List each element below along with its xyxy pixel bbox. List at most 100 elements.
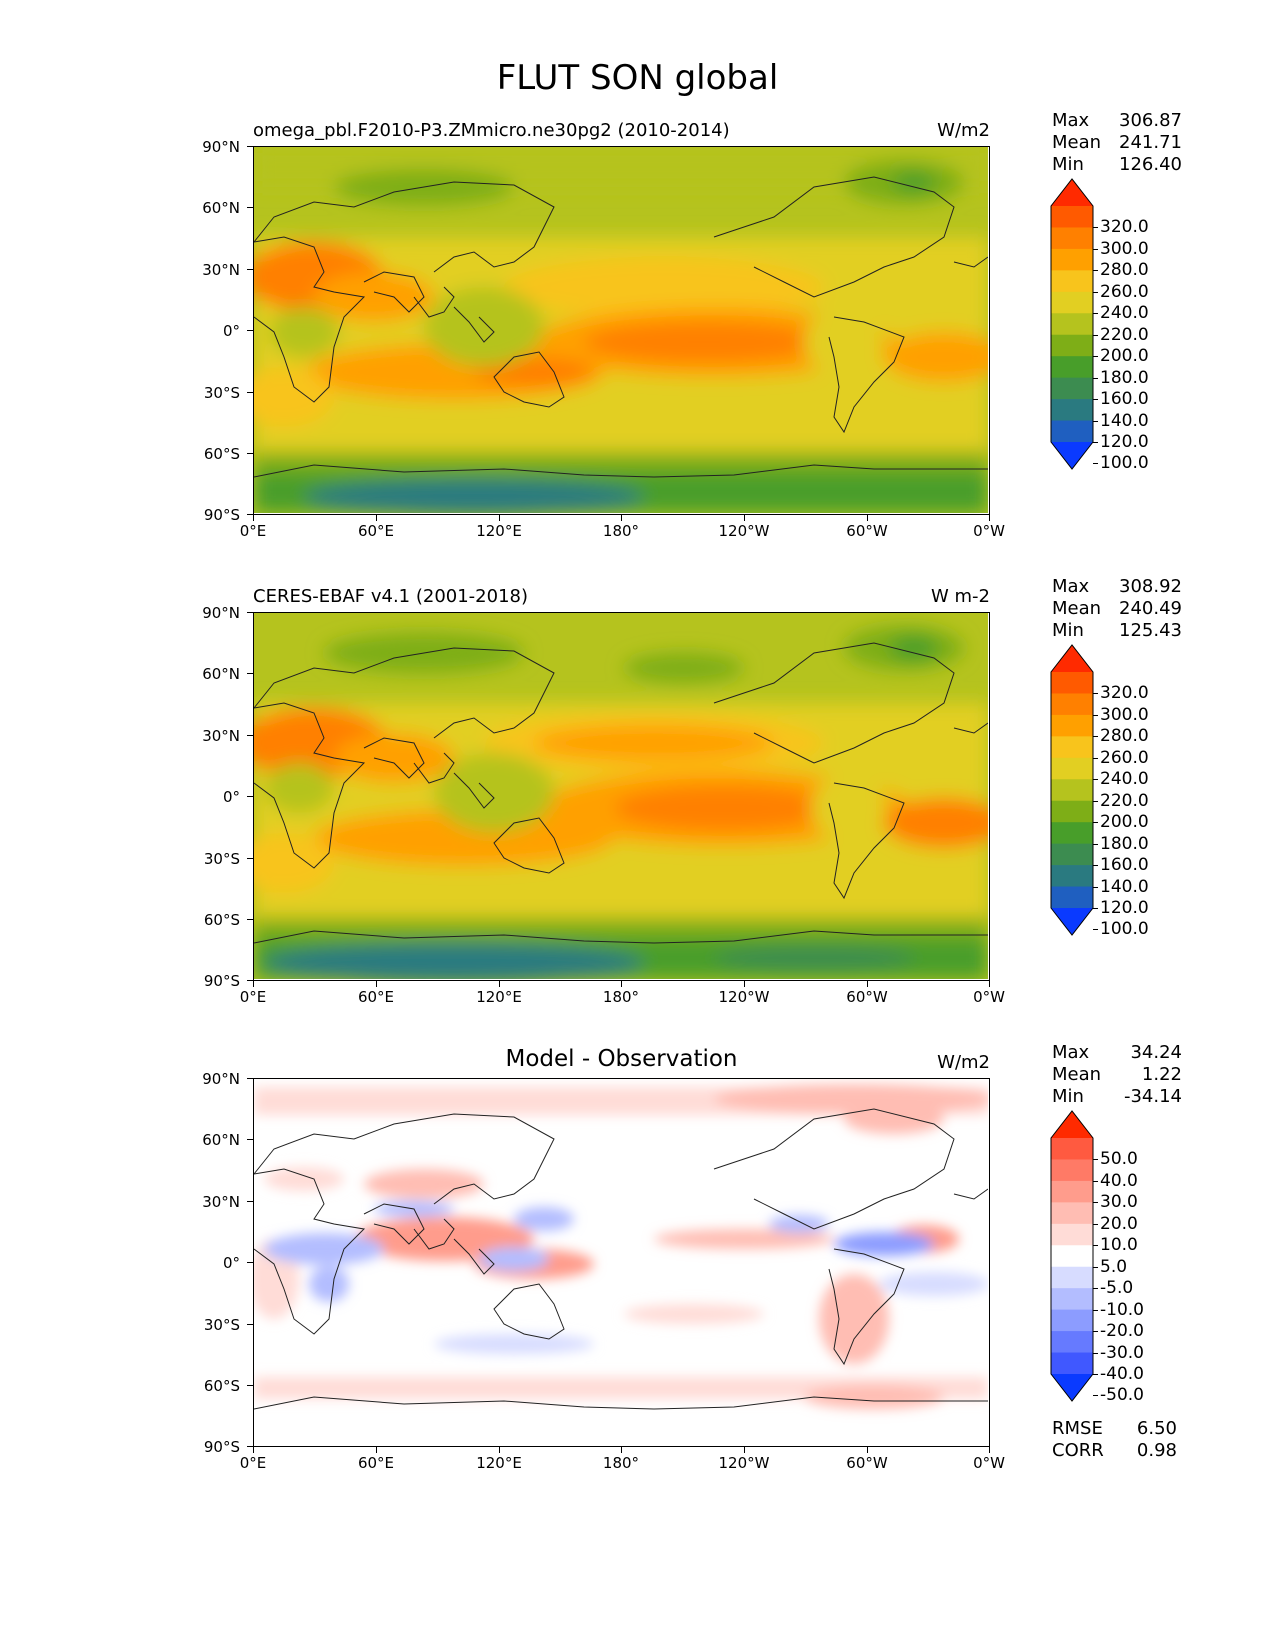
colorbar-tick <box>1093 313 1098 315</box>
xtick <box>867 515 868 521</box>
colorbar-bin <box>1051 1159 1093 1182</box>
colorbar-tick-label: 260.0 <box>1100 281 1149 302</box>
colorbar-bin <box>1051 800 1093 823</box>
colorbar-tick-label: 240.0 <box>1100 303 1149 324</box>
xtick <box>376 981 377 987</box>
colorbar-bin <box>1051 1202 1093 1225</box>
stat-label: Max <box>1052 576 1090 597</box>
colorbar-bin <box>1051 1223 1093 1246</box>
colorbar-tick <box>1093 1309 1098 1311</box>
panel-left-title: CERES-EBAF v4.1 (2001-2018) <box>253 586 529 607</box>
colorbar-bin <box>1051 420 1093 443</box>
lat-label: 90°S <box>203 506 240 524</box>
xtick <box>867 1447 868 1453</box>
colorbar-tick-label: 140.0 <box>1100 876 1149 897</box>
xtick <box>253 981 254 987</box>
colorbar-tick <box>1093 356 1098 358</box>
ytick <box>247 514 253 515</box>
ytick <box>247 1324 253 1325</box>
colorbar-tick <box>1093 377 1098 379</box>
colorbar-bin <box>1051 672 1093 694</box>
stat-label: Mean <box>1052 132 1102 153</box>
colorbar-tick-label: 140.0 <box>1100 410 1149 431</box>
colorbar-tick-label: 5.0 <box>1100 1256 1128 1277</box>
colorbar-bin <box>1051 1138 1093 1160</box>
lon-label: 180° <box>602 522 640 540</box>
colorbar-tick <box>1093 442 1098 443</box>
colorbar-tick <box>1093 291 1098 293</box>
map-plot <box>253 612 990 981</box>
stat-min: -34.14 <box>1123 1086 1182 1107</box>
colorbar-top-extension <box>1051 645 1093 672</box>
coastlines <box>254 176 989 478</box>
stat-label: Max <box>1052 1042 1090 1063</box>
lon-label: 0°E <box>239 522 267 540</box>
lon-label: 60°W <box>846 1454 888 1472</box>
colorbar-tick <box>1093 1288 1098 1290</box>
colorbar-tick <box>1093 800 1098 802</box>
colorbar-tick-label: -20.0 <box>1100 1321 1144 1342</box>
colorbar-tick-label: 280.0 <box>1100 260 1149 281</box>
colorbar-bin <box>1051 779 1093 802</box>
colorbar-bin <box>1051 313 1093 336</box>
colorbar-tick <box>1093 1266 1098 1268</box>
lon-label: 120°E <box>476 988 522 1006</box>
lon-label: 60°E <box>357 1454 395 1472</box>
lat-label: 0° <box>222 788 240 806</box>
panel-units: W/m2 <box>937 1052 990 1073</box>
lon-label: 60°E <box>357 988 395 1006</box>
colorbar-tick-label: 300.0 <box>1100 238 1149 259</box>
colorbar-tick-label: -30.0 <box>1100 1342 1144 1363</box>
colorbar-tick <box>1093 822 1098 824</box>
ytick <box>247 207 253 208</box>
colorbar-tick-label: 320.0 <box>1100 217 1149 238</box>
stat-label: Min <box>1052 154 1084 175</box>
colorbar-top-extension <box>1051 1111 1093 1138</box>
colorbar-tick-label: 40.0 <box>1100 1170 1138 1191</box>
xtick <box>253 515 254 521</box>
colorbar-bin <box>1051 399 1093 422</box>
stat-min: 125.43 <box>1119 620 1182 641</box>
lon-label: 120°E <box>476 522 522 540</box>
colorbar-bin <box>1051 377 1093 400</box>
colorbar-tick-label: 300.0 <box>1100 704 1149 725</box>
colorbar-tick <box>1093 227 1098 229</box>
xtick <box>499 981 500 987</box>
panel-observation: CERES-EBAF v4.1 (2001-2018) W m-2 <box>0 576 1275 1034</box>
xtick <box>989 515 990 521</box>
ytick <box>247 612 253 613</box>
corr-label: CORR <box>1052 1440 1104 1461</box>
colorbar-bin <box>1051 248 1093 271</box>
colorbar-bin <box>1051 886 1093 909</box>
xtick <box>499 1447 500 1453</box>
lon-label: 120°E <box>476 1454 522 1472</box>
colorbar-bin <box>1051 1331 1093 1354</box>
colorbar-tick <box>1093 399 1098 401</box>
colorbar-tick <box>1093 886 1098 888</box>
stat-max: 306.87 <box>1119 110 1182 131</box>
lon-label: 180° <box>602 1454 640 1472</box>
colorbar-tick <box>1093 1395 1098 1397</box>
colorbar-bin <box>1051 291 1093 314</box>
colorbar-tick-label: 50.0 <box>1100 1149 1138 1170</box>
colorbar-tick-label: 160.0 <box>1100 855 1149 876</box>
colorbar-tick-label: 200.0 <box>1100 346 1149 367</box>
panel-left-title: omega_pbl.F2010-P3.ZMmicro.ne30pg2 (2010… <box>253 120 730 141</box>
lat-label: 0° <box>222 1254 240 1272</box>
colorbar-bottom-extension <box>1051 1374 1093 1401</box>
panel-difference: Model - Observation W/m2 <box>0 1042 1275 1500</box>
xtick <box>253 1447 254 1453</box>
lon-label: 0°W <box>973 988 1005 1006</box>
rmse-label: RMSE <box>1052 1418 1103 1439</box>
colorbar-tick <box>1093 1331 1098 1333</box>
lon-label: 120°W <box>718 1454 770 1472</box>
xtick <box>744 981 745 987</box>
colorbar-bin <box>1051 206 1093 228</box>
ytick <box>247 1201 253 1202</box>
colorbar-tick <box>1093 1180 1098 1182</box>
lat-label: 30°N <box>202 727 240 745</box>
stat-label: Max <box>1052 110 1090 131</box>
panel-stats: Max 34.24 Mean 1.22 Min -34.14 <box>1052 1042 1182 1108</box>
colorbar <box>1050 178 1095 470</box>
colorbar-tick-label: 320.0 <box>1100 683 1149 704</box>
